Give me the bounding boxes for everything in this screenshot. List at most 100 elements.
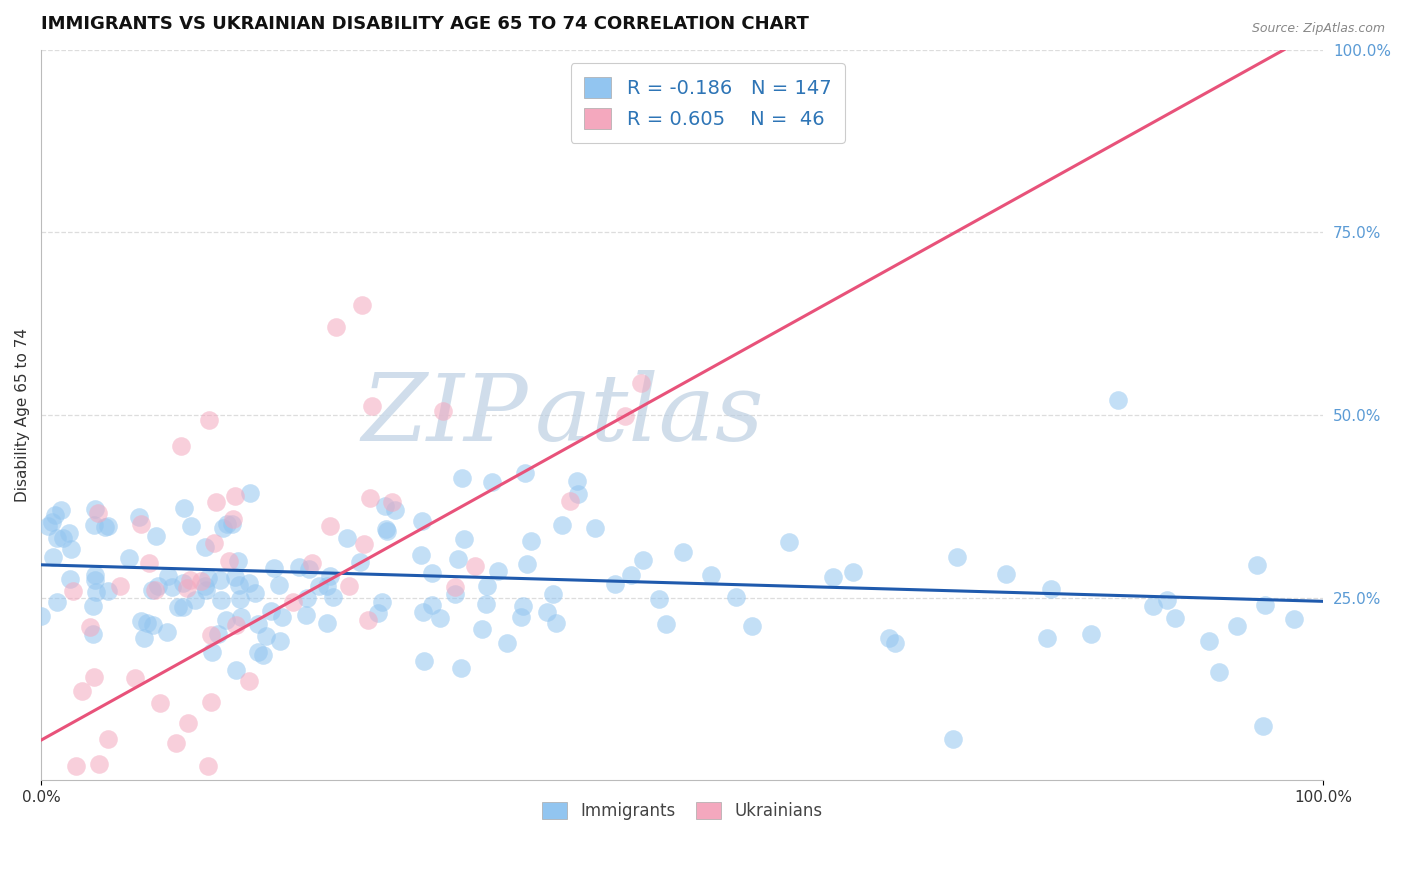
Point: [83, 573, 105, 587]
Point: [269, 577, 291, 591]
Point: [225, 663, 247, 677]
Point: [842, 565, 865, 579]
Point: [700, 568, 723, 582]
Point: [741, 619, 763, 633]
Point: [1163, 611, 1185, 625]
Point: [184, 593, 207, 607]
Point: [179, 573, 201, 587]
Point: [128, 510, 150, 524]
Point: [1282, 612, 1305, 626]
Point: [218, 554, 240, 568]
Point: [325, 320, 347, 334]
Point: [477, 579, 499, 593]
Point: [486, 564, 509, 578]
Point: [269, 634, 291, 648]
Point: [129, 614, 152, 628]
Point: [260, 604, 283, 618]
Point: [195, 582, 218, 597]
Point: [377, 524, 399, 538]
Point: [359, 491, 381, 505]
Point: [322, 591, 344, 605]
Point: [97, 584, 120, 599]
Point: [149, 696, 172, 710]
Point: [238, 575, 260, 590]
Point: [464, 558, 486, 573]
Point: [44, 508, 66, 523]
Point: [83, 670, 105, 684]
Point: [205, 495, 228, 509]
Point: [65, 758, 87, 772]
Point: [215, 613, 238, 627]
Point: [148, 579, 170, 593]
Point: [238, 673, 260, 688]
Point: [200, 628, 222, 642]
Point: [84, 585, 107, 599]
Point: [353, 536, 375, 550]
Point: [655, 616, 678, 631]
Point: [246, 645, 269, 659]
Point: [551, 517, 574, 532]
Point: [567, 475, 589, 489]
Point: [79, 620, 101, 634]
Point: [432, 403, 454, 417]
Point: [167, 599, 190, 614]
Point: [605, 576, 627, 591]
Point: [145, 529, 167, 543]
Point: [946, 549, 969, 564]
Point: [173, 500, 195, 515]
Point: [288, 560, 311, 574]
Point: [315, 616, 337, 631]
Point: [567, 487, 589, 501]
Point: [1198, 633, 1220, 648]
Point: [409, 548, 432, 562]
Point: [82, 627, 104, 641]
Point: [136, 616, 159, 631]
Point: [252, 648, 274, 662]
Point: [87, 756, 110, 771]
Point: [59, 572, 82, 586]
Point: [197, 571, 219, 585]
Point: [357, 613, 380, 627]
Point: [156, 625, 179, 640]
Point: [160, 581, 183, 595]
Point: [1080, 627, 1102, 641]
Point: [297, 591, 319, 606]
Point: [228, 577, 250, 591]
Point: [169, 439, 191, 453]
Y-axis label: Disability Age 65 to 74: Disability Age 65 to 74: [15, 328, 30, 502]
Point: [420, 566, 443, 581]
Legend: Immigrants, Ukrainians: Immigrants, Ukrainians: [536, 796, 830, 827]
Point: [197, 758, 219, 772]
Point: [221, 516, 243, 531]
Point: [512, 599, 534, 614]
Point: [453, 532, 475, 546]
Point: [558, 493, 581, 508]
Point: [200, 645, 222, 659]
Point: [138, 556, 160, 570]
Point: [778, 535, 800, 549]
Point: [412, 606, 434, 620]
Point: [884, 636, 907, 650]
Point: [295, 608, 318, 623]
Point: [316, 579, 339, 593]
Point: [83, 567, 105, 582]
Point: [583, 521, 606, 535]
Point: [222, 511, 245, 525]
Point: [319, 568, 342, 582]
Point: [475, 597, 498, 611]
Point: [724, 590, 747, 604]
Point: [58, 526, 80, 541]
Point: [546, 615, 568, 630]
Point: [495, 636, 517, 650]
Point: [471, 622, 494, 636]
Point: [411, 515, 433, 529]
Point: [51, 502, 73, 516]
Point: [94, 520, 117, 534]
Point: [215, 516, 238, 531]
Point: [536, 605, 558, 619]
Text: Source: ZipAtlas.com: Source: ZipAtlas.com: [1251, 22, 1385, 36]
Point: [877, 632, 900, 646]
Point: [443, 580, 465, 594]
Point: [197, 412, 219, 426]
Point: [209, 573, 232, 587]
